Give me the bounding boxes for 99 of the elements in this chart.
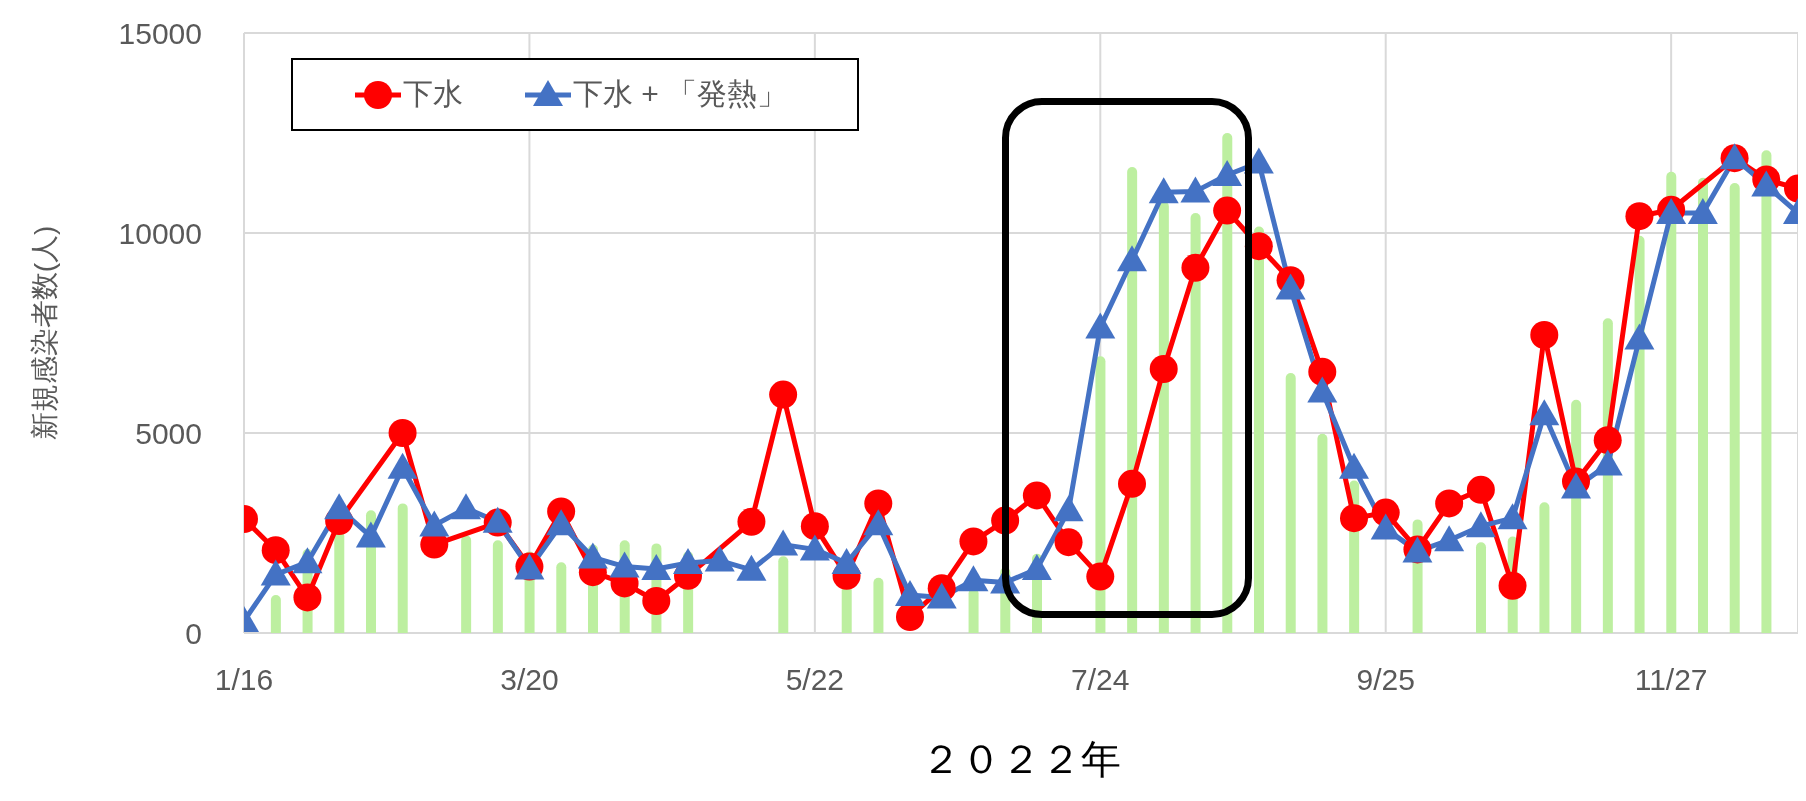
point xyxy=(959,527,988,556)
point xyxy=(800,512,829,541)
legend-label: 下水 + 「発熱」 xyxy=(573,76,788,112)
point xyxy=(387,452,418,479)
point xyxy=(1148,177,1179,204)
point xyxy=(1529,399,1560,426)
y-tick-label: 10000 xyxy=(118,216,202,250)
point xyxy=(831,548,862,574)
bar xyxy=(270,595,281,633)
point xyxy=(1117,245,1147,272)
bar xyxy=(778,556,789,633)
point xyxy=(1275,273,1306,300)
point xyxy=(863,509,894,536)
point xyxy=(1054,528,1083,557)
point xyxy=(1085,312,1116,339)
bar xyxy=(968,588,979,633)
point xyxy=(546,509,577,536)
point xyxy=(1434,525,1465,552)
bar xyxy=(1317,433,1328,633)
point xyxy=(642,587,671,615)
y-axis-title: 新規感染者数(人) xyxy=(28,225,60,441)
point xyxy=(769,380,798,409)
bar xyxy=(334,531,345,633)
point xyxy=(1053,495,1084,522)
bar xyxy=(1761,150,1772,633)
bar xyxy=(492,540,503,633)
bar xyxy=(556,562,567,633)
point xyxy=(1751,170,1782,197)
point xyxy=(1022,481,1051,510)
point xyxy=(1213,196,1242,225)
point xyxy=(1561,472,1591,499)
point xyxy=(609,551,640,578)
point xyxy=(1624,323,1655,350)
bar xyxy=(1254,226,1264,633)
point xyxy=(451,493,481,520)
legend-label: 下水 xyxy=(403,76,463,112)
point xyxy=(1212,160,1243,186)
bar xyxy=(1190,213,1201,633)
point xyxy=(1118,469,1146,498)
point xyxy=(1593,426,1622,455)
bar xyxy=(1285,373,1296,633)
bar xyxy=(1539,502,1550,633)
point xyxy=(324,493,355,520)
point xyxy=(355,521,386,548)
point xyxy=(895,580,925,606)
point xyxy=(1592,449,1623,476)
bar xyxy=(1476,542,1486,633)
x-tick-label: 7/24 xyxy=(1071,663,1130,697)
point xyxy=(388,419,417,447)
point xyxy=(641,554,672,580)
point xyxy=(926,582,957,609)
point xyxy=(1308,357,1337,386)
point xyxy=(1307,376,1338,403)
bar xyxy=(461,535,472,633)
bar xyxy=(397,503,408,633)
point xyxy=(419,510,450,537)
point xyxy=(1086,562,1115,591)
point xyxy=(1181,253,1210,282)
y-tick-label: 0 xyxy=(185,616,202,650)
bar xyxy=(1729,183,1740,633)
point xyxy=(1370,513,1401,540)
point xyxy=(1466,475,1495,504)
y-tick-label: 5000 xyxy=(135,416,202,450)
point xyxy=(1530,321,1559,349)
bar xyxy=(1666,171,1677,633)
point xyxy=(673,548,703,574)
bar xyxy=(873,577,884,633)
bar xyxy=(1698,177,1708,633)
point xyxy=(958,565,989,592)
x-tick-label: 11/27 xyxy=(1634,663,1708,697)
point xyxy=(577,542,608,569)
x-tick-label: 3/20 xyxy=(500,663,559,697)
x-tick-label: 5/22 xyxy=(785,663,845,697)
point xyxy=(1339,452,1369,479)
point xyxy=(261,536,290,565)
x-tick-label: 9/25 xyxy=(1356,663,1415,697)
x-axis-title: ２０２２年 xyxy=(921,737,1121,781)
point xyxy=(260,559,291,586)
point xyxy=(1435,489,1464,518)
point xyxy=(293,583,322,612)
point xyxy=(1021,554,1052,580)
point xyxy=(799,534,830,561)
point xyxy=(1498,571,1527,600)
point xyxy=(1340,504,1368,533)
point xyxy=(737,507,766,536)
point xyxy=(896,603,924,631)
point xyxy=(864,489,893,518)
x-tick-label: 1/16 xyxy=(214,663,274,697)
point xyxy=(1625,202,1654,231)
y-tick-label: 15000 xyxy=(118,16,202,50)
point xyxy=(1180,176,1211,203)
point xyxy=(1465,511,1496,538)
point xyxy=(1687,198,1718,224)
point xyxy=(292,547,323,574)
point xyxy=(768,529,799,556)
point xyxy=(1497,503,1528,530)
point xyxy=(704,545,735,572)
point xyxy=(736,554,767,581)
point xyxy=(1149,355,1178,383)
